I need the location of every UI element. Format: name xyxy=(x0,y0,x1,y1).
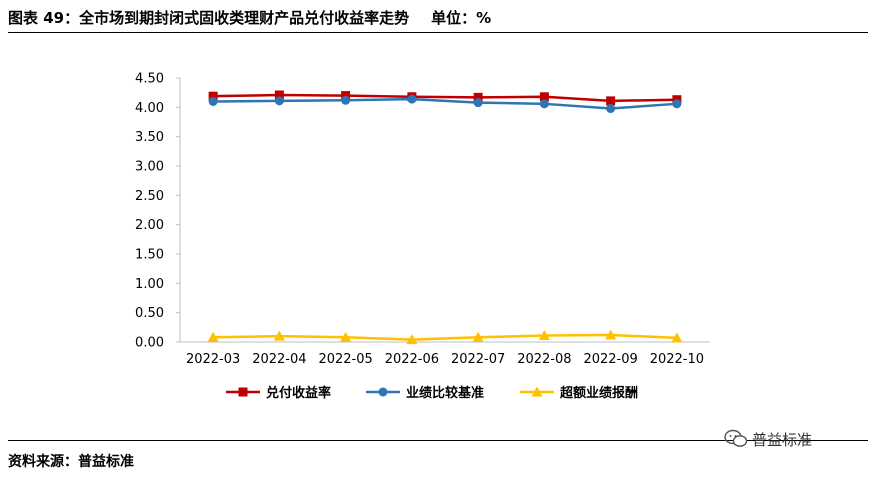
data-point xyxy=(473,92,483,102)
y-tick-label: 3.00 xyxy=(135,160,164,175)
data-point xyxy=(472,331,484,342)
data-point xyxy=(274,96,284,106)
figure-header: 图表 49：全市场到期封闭式固收类理财产品兑付收益率走势 单位：% xyxy=(8,6,868,30)
figure-title: 图表 49：全市场到期封闭式固收类理财产品兑付收益率走势 xyxy=(8,9,410,27)
data-point xyxy=(606,104,616,114)
data-point xyxy=(340,331,352,342)
x-tick-label: 2022-07 xyxy=(451,352,505,367)
data-point xyxy=(207,331,219,342)
data-point xyxy=(341,95,351,105)
bottom-divider xyxy=(8,440,868,441)
data-point xyxy=(539,99,549,109)
legend-label: 业绩比较基准 xyxy=(406,385,484,401)
y-tick-label: 1.50 xyxy=(135,248,164,263)
x-tick-label: 2022-03 xyxy=(186,352,240,367)
x-tick-label: 2022-10 xyxy=(650,352,704,367)
watermark-text: 普益标准 xyxy=(752,430,813,449)
y-tick-label: 1.00 xyxy=(135,277,164,292)
watermark: 普益标准 xyxy=(724,428,812,450)
x-tick-label: 2022-09 xyxy=(583,352,637,367)
y-tick-label: 2.00 xyxy=(135,218,164,233)
data-point xyxy=(473,98,483,108)
y-tick-label: 0.00 xyxy=(135,336,164,351)
data-point xyxy=(406,334,418,345)
data-point xyxy=(605,329,617,340)
legend-swatch-marker xyxy=(378,387,388,397)
x-tick-label: 2022-06 xyxy=(385,352,439,367)
x-tick-label: 2022-05 xyxy=(318,352,372,367)
y-tick-label: 4.50 xyxy=(135,72,164,87)
data-point xyxy=(539,92,549,102)
data-point xyxy=(273,330,285,341)
data-point xyxy=(208,96,218,106)
data-point xyxy=(341,91,351,101)
data-point xyxy=(671,332,683,343)
data-point xyxy=(407,94,417,104)
y-tick-label: 4.00 xyxy=(135,101,164,116)
data-point xyxy=(672,99,682,109)
figure-unit: 单位：% xyxy=(431,9,492,27)
series-line xyxy=(213,333,677,341)
data-point xyxy=(606,96,616,106)
y-tick-label: 2.50 xyxy=(135,189,164,204)
y-tick-label: 3.50 xyxy=(135,130,164,145)
series-line xyxy=(213,97,677,110)
data-point xyxy=(274,90,284,100)
data-point xyxy=(538,330,550,341)
y-tick-label: 0.50 xyxy=(135,306,164,321)
series-line xyxy=(213,93,677,103)
line-chart: 0.00 0.50 1.00 1.50 2.00 2.50 3.00 3.50 4.00 4.50… xyxy=(135,72,710,401)
top-divider xyxy=(8,32,868,33)
source-note: 资料来源：普益标准 xyxy=(8,454,134,470)
legend-swatch-marker xyxy=(531,386,543,397)
x-tick-label: 2022-08 xyxy=(517,352,571,367)
legend-label: 超额业绩报酬 xyxy=(560,385,638,401)
x-tick-label: 2022-04 xyxy=(252,352,306,367)
wechat-icon xyxy=(724,429,748,447)
data-point xyxy=(208,91,218,101)
legend-label: 兑付收益率 xyxy=(266,385,331,401)
legend-swatch-marker xyxy=(238,387,248,397)
